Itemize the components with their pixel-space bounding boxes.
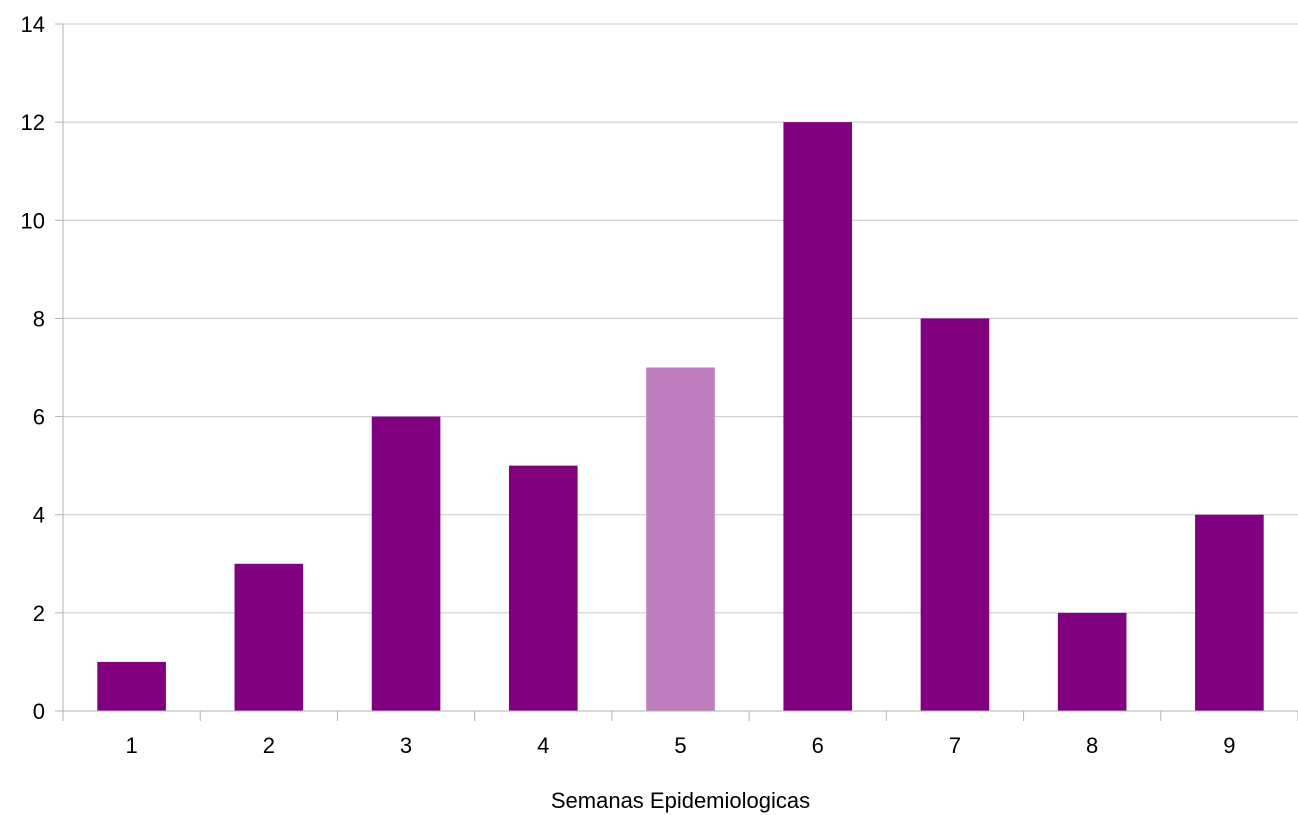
x-tick-label-9: 9	[1223, 733, 1235, 758]
y-tick-label: 4	[33, 503, 45, 528]
bar-week-6	[783, 122, 853, 711]
x-tick-label-2: 2	[263, 733, 275, 758]
x-tick-label-8: 8	[1086, 733, 1098, 758]
bar-week-3	[371, 416, 441, 711]
y-tick-label: 2	[33, 601, 45, 626]
bar-week-1	[97, 661, 166, 711]
bar-week-8	[1057, 612, 1127, 711]
x-axis-tick-labels: 1 2 3 4 5 6 7 8 9	[125, 733, 1235, 758]
bar-week-5	[646, 367, 715, 711]
y-tick-label: 6	[33, 405, 45, 430]
y-tick-label: 10	[21, 208, 45, 233]
x-tick-label-1: 1	[125, 733, 137, 758]
bar-week-7	[920, 318, 990, 711]
bar-week-9	[1195, 514, 1264, 711]
bar-week-2	[234, 563, 304, 711]
x-axis-title: Semanas Epidemiologicas	[551, 788, 810, 813]
x-tick-label-5: 5	[674, 733, 686, 758]
y-tick-label: 12	[21, 110, 45, 135]
axes	[55, 23, 1298, 721]
x-tick-label-7: 7	[949, 733, 961, 758]
y-tick-label: 14	[21, 12, 45, 37]
y-axis-tick-labels: 0 2 4 6 8 10 12 14	[21, 12, 45, 724]
y-tick-label: 0	[33, 699, 45, 724]
bar-week-4	[508, 465, 578, 711]
x-tick-label-6: 6	[812, 733, 824, 758]
bar-series	[97, 122, 1264, 711]
x-tick-label-3: 3	[400, 733, 412, 758]
x-tick-label-4: 4	[537, 733, 549, 758]
y-tick-label: 8	[33, 306, 45, 331]
